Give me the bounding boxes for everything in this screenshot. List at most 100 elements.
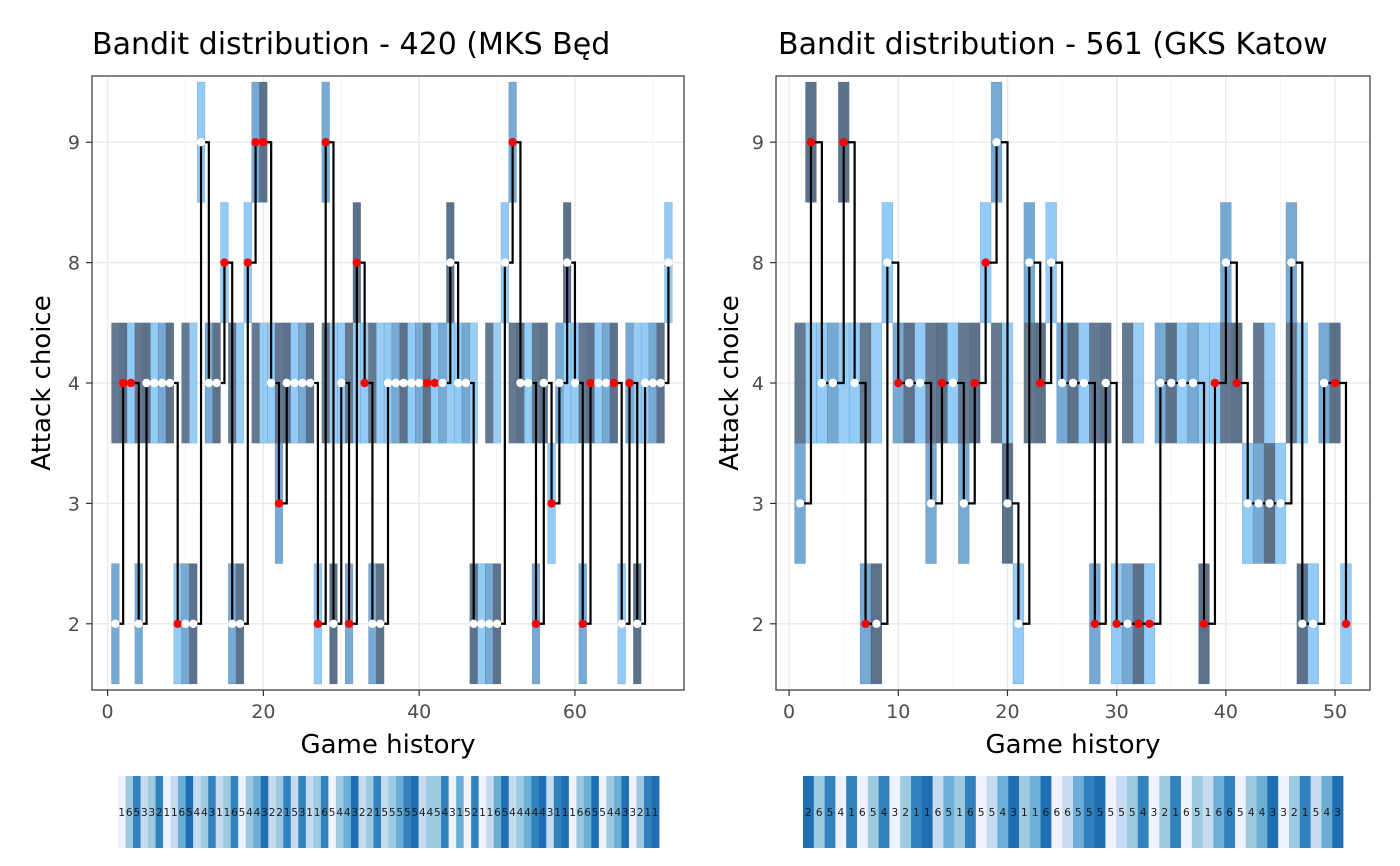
strip-label: 4 [254,807,261,819]
x-axis-label: Game history [985,730,1160,760]
strip-label: 6 [1043,807,1050,819]
chart-title: Bandit distribution - 420 (MKS Będ [92,27,610,62]
strip-label: 6 [179,807,186,819]
point-default [399,378,408,388]
strip-label: 4 [442,807,449,819]
y-tick-label: 3 [752,493,764,515]
point-success [173,619,182,628]
strip-cell [911,776,923,848]
strip-cell [320,776,329,848]
strip-cell [857,776,869,848]
point-default [539,378,548,388]
point-default [1046,258,1056,267]
strip-label: 5 [502,807,509,819]
strip-cell [835,776,847,848]
strip-cell [867,776,879,848]
strip-label: 4 [246,807,253,819]
point-default [492,619,502,628]
strip-cell [380,776,389,848]
strip-cell [1029,776,1041,848]
tile [259,322,268,444]
tile [794,322,806,444]
strip-label: 5 [381,807,388,819]
strip-cell [343,776,352,848]
point-default [959,499,969,508]
strip-label: 3 [1151,807,1158,819]
y-tick-label: 3 [68,493,80,515]
strip-cell [125,776,134,848]
strip-label: 4 [344,807,351,819]
tile [870,322,883,444]
point-default [817,378,827,388]
strip-cell [140,776,149,848]
point-default [1156,378,1165,388]
strip-cell [1256,776,1268,848]
strip-cell [290,776,299,848]
strip-label: 4 [426,807,433,819]
strip-label: 3 [449,807,456,819]
strip-label: 6 [1183,807,1190,819]
point-success [1341,619,1351,628]
point-default [883,258,892,267]
strip-cell [932,776,944,848]
point-default [524,378,533,388]
point-default [648,378,658,388]
point-default [664,258,673,267]
strip-label: 1 [457,807,464,819]
strip-cell [1202,776,1214,848]
strip-label: 4 [881,807,888,819]
point-success [243,258,252,267]
point-success [422,378,432,388]
strip-cell [373,776,382,848]
strip-cell [501,776,510,848]
strip-cell [965,776,977,848]
point-default [196,138,206,147]
strip-label: 4 [1259,807,1266,819]
strip-label: 4 [999,807,1006,819]
strip-cell [508,776,517,848]
strip-cell [1191,776,1203,848]
strip-label: 5 [329,807,336,819]
strip-cell [486,776,495,848]
point-success [274,499,284,508]
strip-label: 4 [1323,807,1330,819]
point-success [861,619,870,628]
y-tick-label: 8 [752,253,764,275]
point-default [915,378,925,388]
strip-label: 1 [956,807,963,819]
strip-cell [531,776,540,848]
strip-label: 5 [945,807,952,819]
point-success [360,378,369,388]
chart-title: Bandit distribution - 561 (GKS Katow [778,27,1328,62]
strip-label: 1 [216,807,223,819]
strip-label: 3 [1334,807,1341,819]
point-success [806,138,816,147]
point-default [407,378,416,388]
point-success [1145,619,1154,628]
strip-label: 6 [859,807,866,819]
y-tick-label: 9 [68,132,80,154]
x-tick-label: 60 [563,701,587,723]
strip-label: 6 [494,807,501,819]
strip-label: 1 [314,807,321,819]
point-default [948,378,958,388]
point-default [282,378,291,388]
strip-label: 6 [577,807,584,819]
strip-cell [561,776,570,848]
strip-cell [628,776,637,848]
point-default [1123,619,1132,628]
point-default [111,619,120,628]
y-axis-label: Attack choice [27,295,57,470]
strip-cell [1019,776,1031,848]
point-success [839,138,848,147]
strip-cell [1148,776,1160,848]
strip-cell [997,776,1009,848]
point-default [1319,378,1329,388]
strip-cell [118,776,126,848]
strip-label: 5 [404,807,411,819]
strip-label: 3 [629,807,636,819]
point-default [266,378,276,388]
strip-cell [1040,776,1052,848]
point-success [1232,378,1241,388]
point-success [126,378,136,388]
